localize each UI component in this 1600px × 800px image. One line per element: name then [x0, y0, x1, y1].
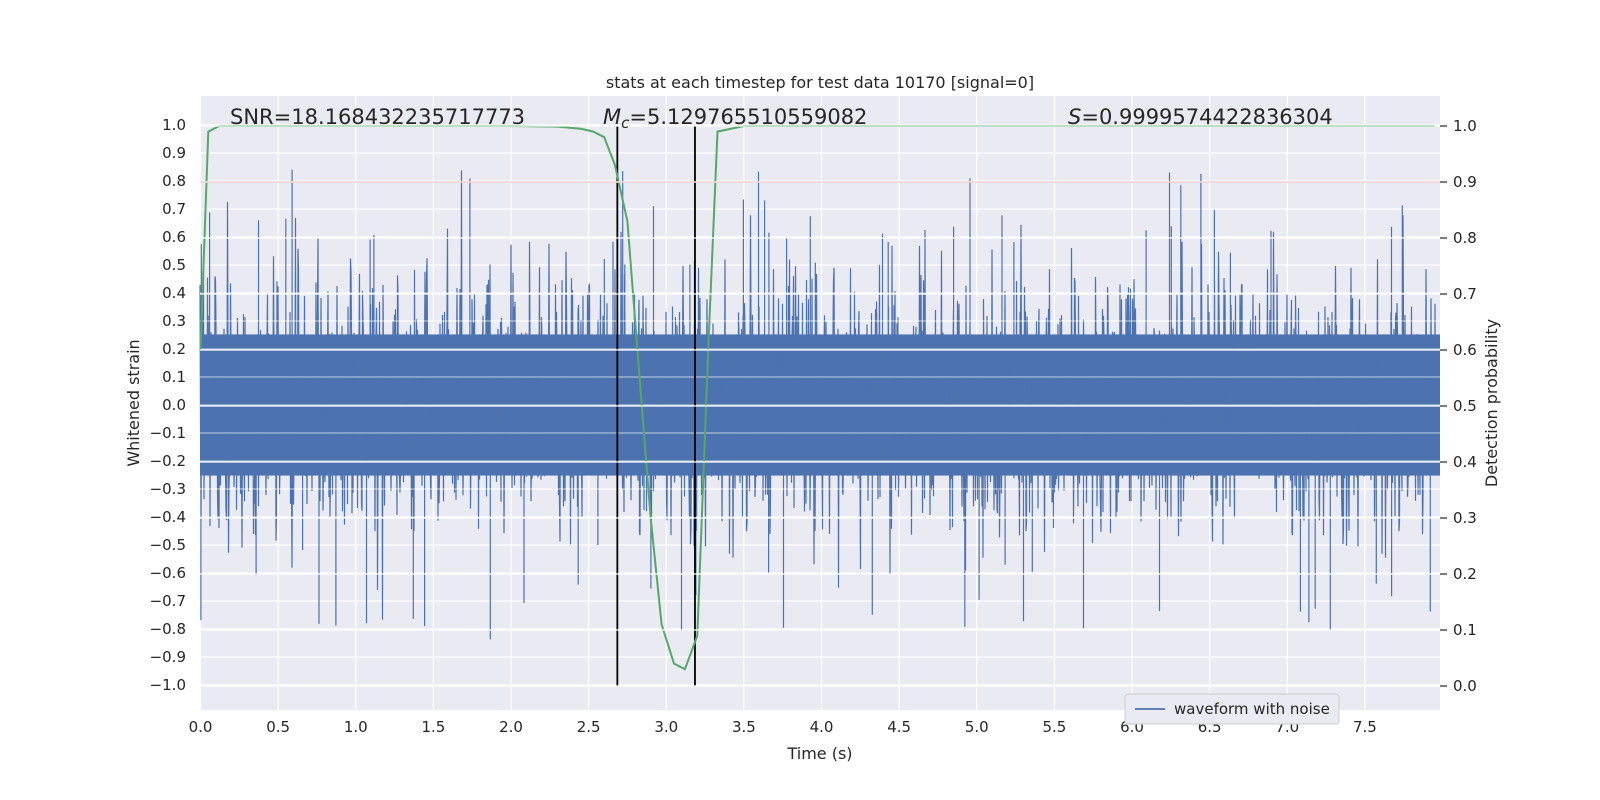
- y-right-axis-label: Detection probability: [1482, 319, 1501, 487]
- y-left-tick-label: 1.0: [162, 116, 186, 134]
- y-left-tick-label: 0.9: [162, 144, 186, 162]
- y-left-tick-label: −0.2: [150, 452, 186, 470]
- y-left-tick-label: 0.1: [162, 368, 186, 386]
- y-left-tick-label: −0.4: [150, 508, 186, 526]
- x-tick-label: 3.0: [654, 718, 678, 736]
- s-annotation: S=0.9999574422836304: [1068, 105, 1333, 129]
- y-left-tick-label: 0.6: [162, 228, 186, 246]
- x-tick-label: 3.5: [732, 718, 756, 736]
- legend-entry: waveform with noise: [1174, 700, 1330, 718]
- x-tick-label: 4.5: [887, 718, 911, 736]
- x-tick-label: 5.5: [1042, 718, 1066, 736]
- y-left-tick-label: 0.4: [162, 284, 186, 302]
- y-right-tick-label: 0.0: [1453, 677, 1477, 695]
- y-left-tick-label: −0.9: [150, 648, 186, 666]
- x-tick-label: 1.0: [344, 718, 368, 736]
- y-left-tick-label: −0.6: [150, 564, 186, 582]
- y-left-tick-label: −1.0: [150, 676, 186, 694]
- y-right-tick-label: 0.1: [1453, 621, 1477, 639]
- chirp-mass-value: =5.129765510559082: [629, 105, 867, 129]
- x-tick-label: 0.0: [189, 718, 213, 736]
- x-axis-label: Time (s): [786, 744, 852, 763]
- y-right-tick-label: 1.0: [1453, 117, 1477, 135]
- y-right-tick-label: 0.2: [1453, 565, 1477, 583]
- y-left-tick-label: 0.3: [162, 312, 186, 330]
- y-left-tick-label: −0.3: [150, 480, 186, 498]
- y-left-tick-label: 0.8: [162, 172, 186, 190]
- y-right-tick-label: 0.5: [1453, 397, 1477, 415]
- x-tick-label: 5.0: [965, 718, 989, 736]
- y-left-tick-label: 0.5: [162, 256, 186, 274]
- x-tick-label: 1.5: [421, 718, 445, 736]
- y-right-axis-ticks: 0.0 0.1 0.2 0.3 0.4 0.5 0.6 0.7 0.8 0.9 1.0: [1440, 117, 1477, 695]
- grid-right-axis: [200, 125, 1440, 687]
- y-right-tick-label: 0.3: [1453, 509, 1477, 527]
- y-left-axis-label: Whitened strain: [124, 339, 143, 466]
- y-left-tick-label: 0.2: [162, 340, 186, 358]
- chirp-mass-annotation: Mc=5.129765510559082: [603, 105, 867, 132]
- y-right-tick-label: 0.4: [1453, 453, 1477, 471]
- chirp-mass-subscript: c: [621, 114, 630, 132]
- y-left-tick-label: −0.8: [150, 620, 186, 638]
- legend-box: [1124, 693, 1340, 725]
- x-tick-label: 4.0: [810, 718, 834, 736]
- y-left-tick-label: 0.0: [162, 396, 186, 414]
- snr-annotation: SNR=18.168432235717773: [230, 105, 525, 129]
- x-axis-ticks: 0.0 0.5 1.0 1.5 2.0 2.5 3.0 3.5 4.0 4.5 5.0 5.5 6.0 6…: [189, 718, 1377, 736]
- waveform-series: [199, 169, 1440, 640]
- y-right-tick-label: 0.6: [1453, 341, 1477, 359]
- y-left-axis-ticks: −1.0 −0.9 −0.8 −0.7 −0.6 −0.5 −0.4 −0.3 −0.2 −0.1…: [150, 116, 186, 694]
- chirp-mass-symbol: M: [603, 105, 621, 129]
- y-left-tick-label: −0.7: [150, 592, 186, 610]
- legend: waveform with noise: [1124, 693, 1340, 725]
- x-tick-label: 2.5: [577, 718, 601, 736]
- y-right-tick-label: 0.7: [1453, 285, 1477, 303]
- y-left-tick-label: −0.5: [150, 536, 186, 554]
- chart-title: stats at each timestep for test data 101…: [606, 73, 1034, 92]
- y-right-tick-label: 0.9: [1453, 173, 1477, 191]
- s-value: =0.9999574422836304: [1081, 105, 1332, 129]
- x-tick-label: 7.5: [1353, 718, 1377, 736]
- x-tick-label: 0.5: [266, 718, 290, 736]
- y-right-tick-label: 0.8: [1453, 229, 1477, 247]
- y-left-tick-label: −0.1: [150, 424, 186, 442]
- x-tick-label: 2.0: [499, 718, 523, 736]
- y-left-tick-label: 0.7: [162, 200, 186, 218]
- s-symbol: S: [1068, 105, 1081, 129]
